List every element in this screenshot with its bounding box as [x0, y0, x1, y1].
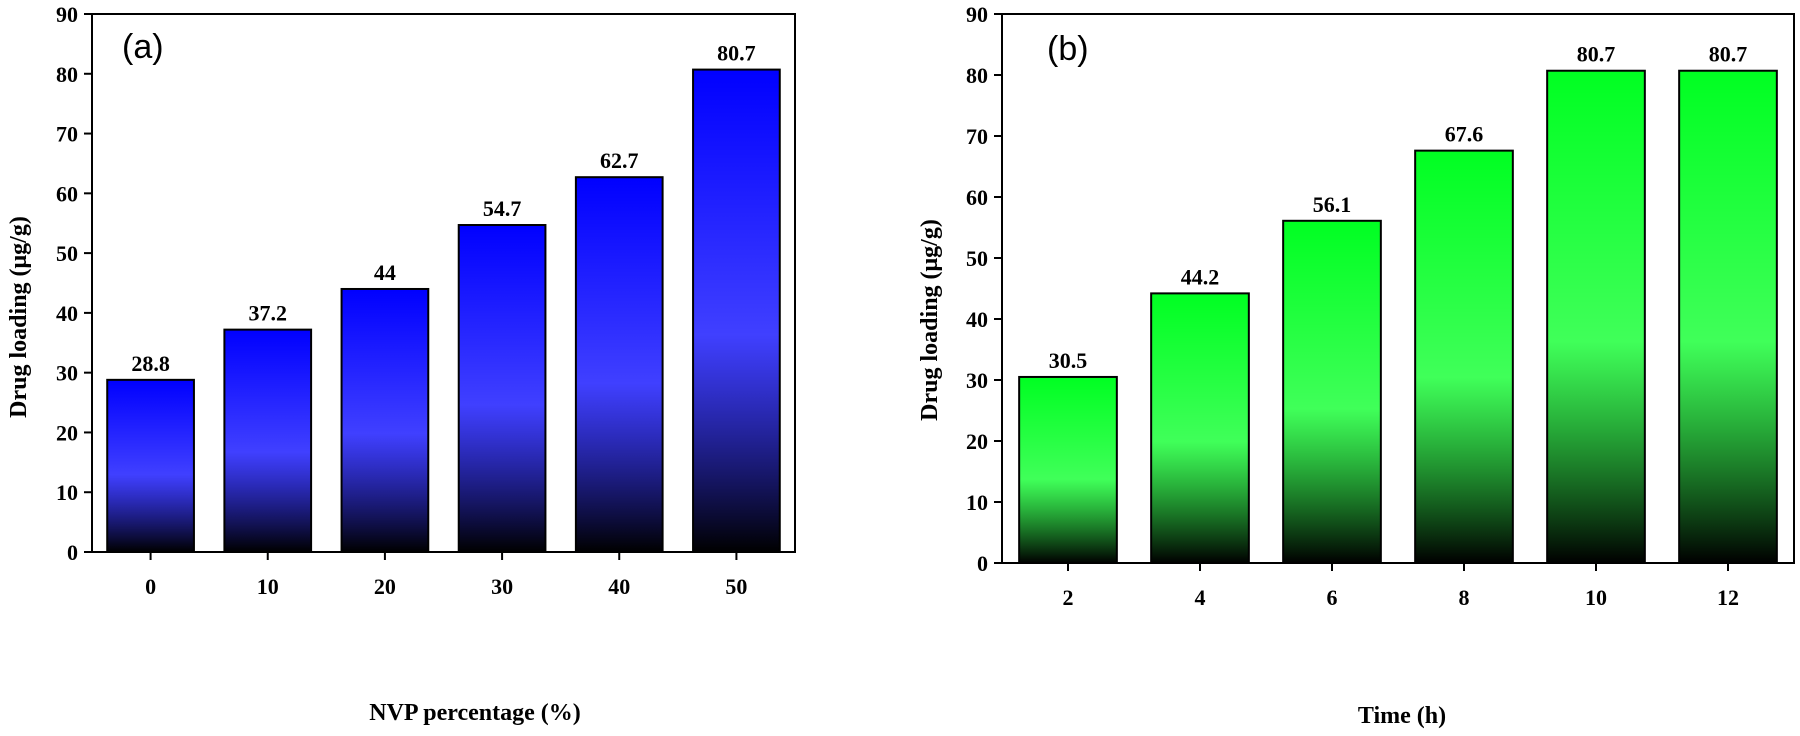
panel-b-data-label: 80.7 [1709, 42, 1748, 67]
panel-a-data-label: 37.2 [249, 301, 288, 326]
panel-a-plot-frame [91, 13, 796, 553]
panel-b-bar [1678, 69, 1778, 564]
panel-a-y-tick-label: 20 [56, 420, 78, 445]
panel-a-y-tick-label: 90 [56, 2, 78, 27]
panel-b-y-axis-title: Drug loading (μg/g) [917, 219, 943, 421]
panel-b-y-tick-label: 20 [966, 429, 988, 454]
panel-b-bar [1150, 292, 1250, 564]
panel-b-bar [1414, 149, 1514, 564]
panel-a-x-tick-label: 40 [608, 574, 630, 599]
panel-a-y-axis-title: Drug loading (μg/g) [6, 216, 32, 418]
panel-b-y-tick-label: 90 [966, 2, 988, 27]
panel-b-y-tick-label: 60 [966, 185, 988, 210]
panel-a-data-label: 80.7 [717, 41, 756, 66]
panel-b-x-tick-label: 10 [1585, 585, 1607, 610]
panel-a-x-tick-label: 0 [145, 574, 156, 599]
panel-b-data-label: 67.6 [1445, 122, 1484, 147]
panel-a-y-tick-label: 10 [56, 480, 78, 505]
panel-a-bar [223, 328, 313, 554]
panel-b-bar [1282, 219, 1382, 564]
panel-a-data-label: 44 [374, 260, 396, 285]
panel-b-y-tick-label: 40 [966, 307, 988, 332]
panel-a-x-tick-label: 30 [491, 574, 513, 599]
panel-a-data-label: 62.7 [600, 148, 639, 173]
panel-a-y-tick-label: 0 [67, 540, 78, 565]
panel-b: (b) Time (h) Drug loading (μg/g) 0 10 20 30… [917, 2, 1795, 729]
panel-a-y-tick-label: 70 [56, 122, 78, 147]
panel-b-y-tick-label: 70 [966, 124, 988, 149]
panel-b-plot-frame [1001, 13, 1795, 564]
panel-b-y-tick-label: 0 [977, 551, 988, 576]
panel-b-x-axis-title: Time (h) [1358, 703, 1446, 729]
panel-a-bar [692, 68, 781, 554]
panel-a-x-tick-label: 20 [374, 574, 396, 599]
panel-b-bar [1018, 375, 1118, 565]
panel-b-label: (b) [1047, 30, 1089, 68]
panel-b-data-label: 44.2 [1181, 264, 1220, 289]
panel-a-bar [106, 378, 195, 553]
panel-b-y-tick-label: 10 [966, 490, 988, 515]
panel-a-data-label: 28.8 [131, 351, 170, 376]
panel-a-bar [574, 176, 664, 553]
panel-a-y-tick-label: 40 [56, 301, 78, 326]
panel-b-bar [1546, 69, 1646, 564]
panel-a-bar [457, 224, 547, 553]
panel-b-x-tick-label: 6 [1327, 585, 1338, 610]
panel-b-y-tick-label: 80 [966, 63, 988, 88]
panel-b-data-label: 56.1 [1313, 192, 1352, 217]
panel-b-y-tick-label: 50 [966, 246, 988, 271]
panel-a-y-tick-label: 60 [56, 181, 78, 206]
panel-b-data-label: 80.7 [1577, 42, 1616, 67]
panel-b-data-label: 30.5 [1049, 348, 1088, 373]
panel-b-x-tick-label: 4 [1195, 585, 1206, 610]
panel-a-label: (a) [122, 28, 164, 66]
panel-a-y-tick-label: 80 [56, 62, 78, 87]
panel-b-x-tick-label: 8 [1459, 585, 1470, 610]
panel-a-x-tick-label: 10 [257, 574, 279, 599]
panel-a-data-label: 54.7 [483, 196, 522, 221]
panel-a: (a) NVP percentage (%) Drug loading (μg/… [6, 2, 796, 726]
panel-a-y-tick-label: 50 [56, 241, 78, 266]
panel-a-bar [340, 287, 430, 553]
panel-a-x-tick-label: 50 [725, 574, 747, 599]
panel-b-y-tick-label: 30 [966, 368, 988, 393]
panel-a-y-tick-label: 30 [56, 361, 78, 386]
panel-b-x-tick-label: 2 [1063, 585, 1074, 610]
panel-b-x-tick-label: 12 [1717, 585, 1739, 610]
panel-a-x-axis-title: NVP percentage (%) [369, 700, 581, 726]
